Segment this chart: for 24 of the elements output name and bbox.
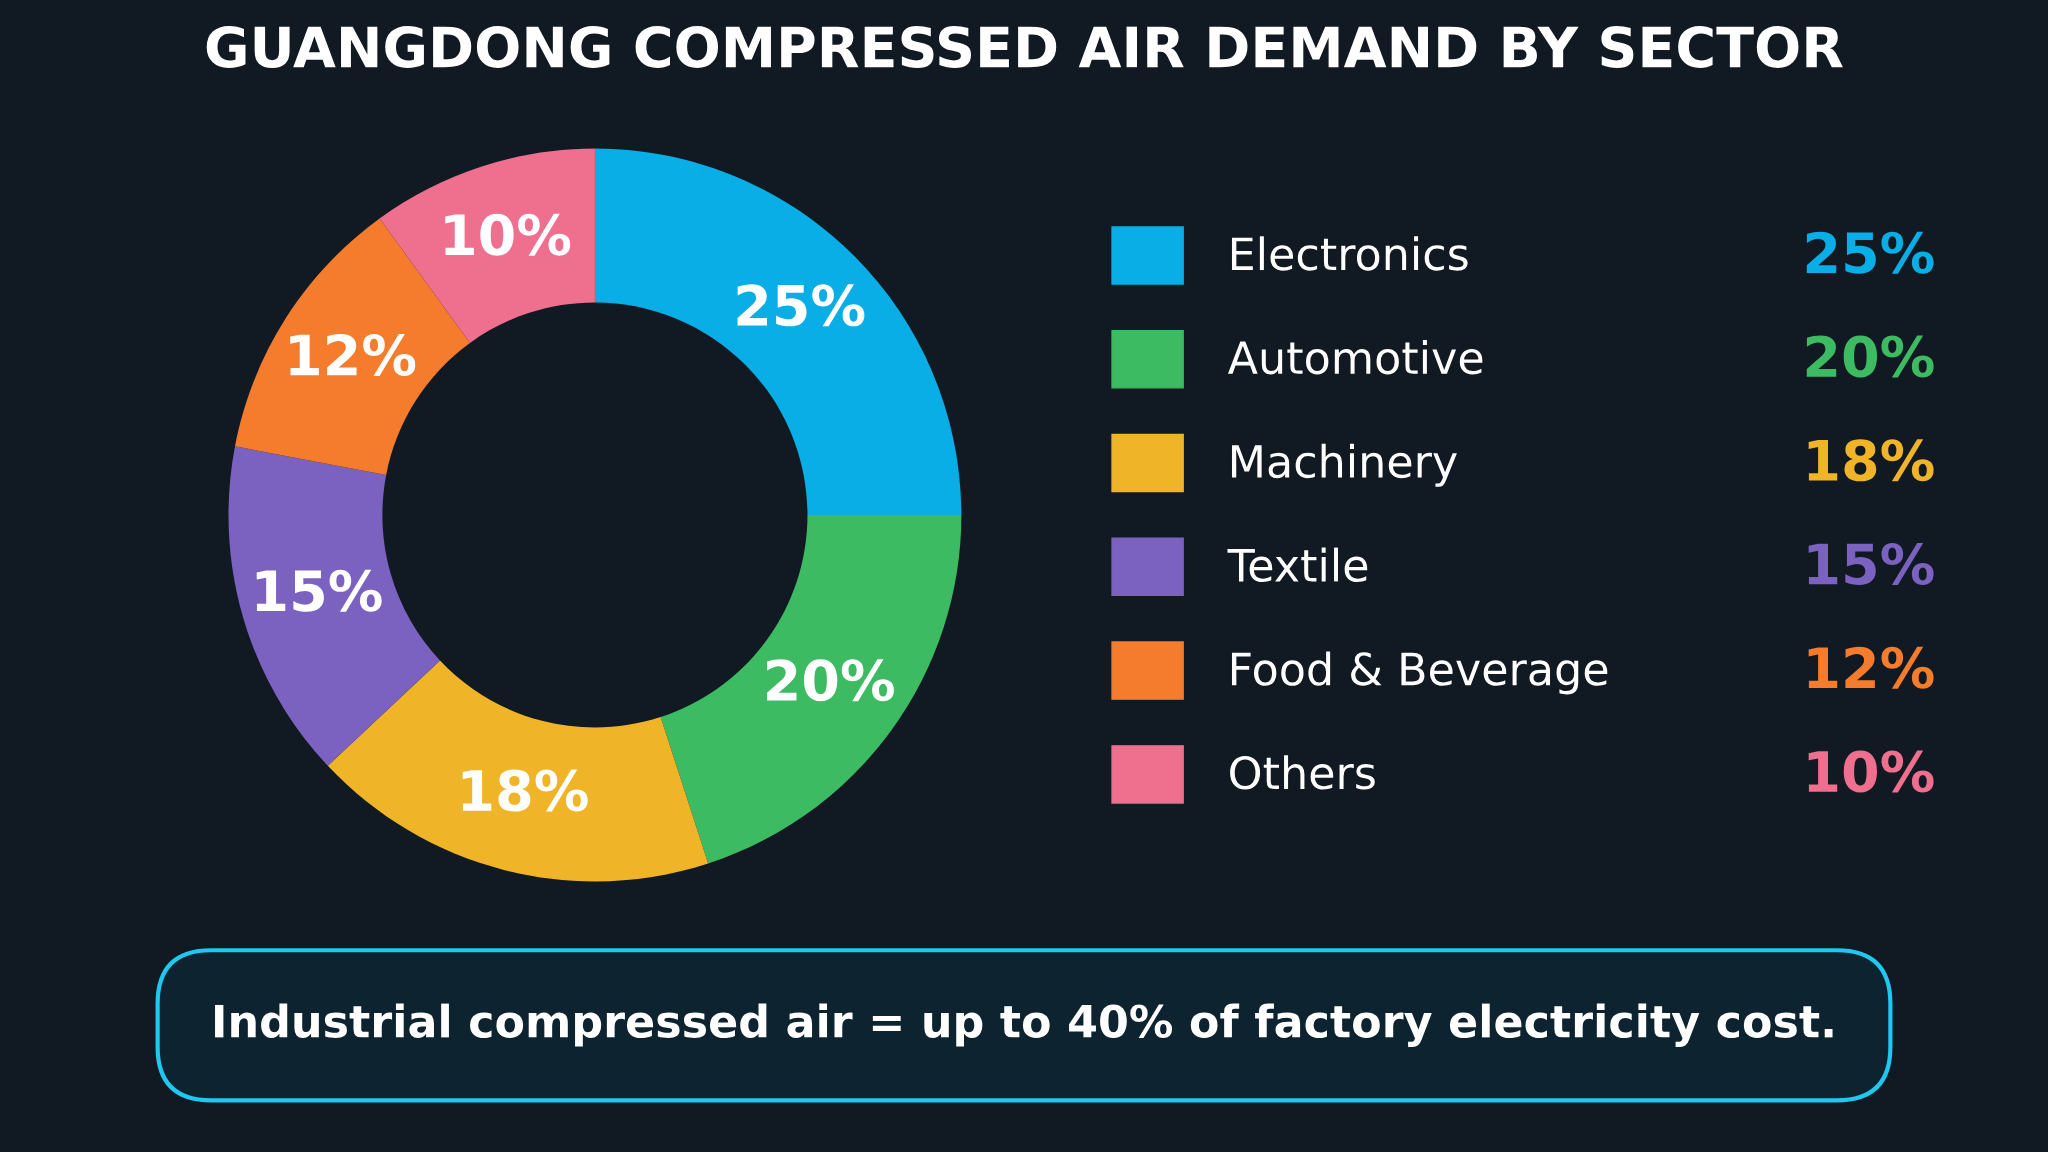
text: 15% [1808,542,1934,586]
data-label: 10% [445,213,571,256]
legend-label: Automotive [1227,340,1483,375]
chart-title: GUANGDONG COMPRESSED AIR DEMAND BY SECTOR [206,25,1843,68]
text: 25% [1806,231,1934,274]
donut-slice [327,660,709,882]
legend-label: Electronics [1231,236,1468,271]
text: 20% [1806,335,1934,378]
text: 18% [1808,439,1934,482]
legend-label: Food & Beverage [1231,651,1608,695]
text: 10% [1808,750,1934,793]
data-label: 18% [462,769,588,812]
data-label: 15% [256,569,382,612]
donut-slice [660,514,962,864]
text: Industrial compressed air = up to 40% of factory electricity cost. [215,1003,1833,1047]
data-label: 25% [737,284,865,327]
donut-slice [594,148,962,515]
text: 12% [1808,646,1934,689]
legend-label: Others [1230,755,1375,790]
legend-label: Textile [1227,547,1368,583]
legend-label: Machinery [1231,443,1457,487]
data-label: 20% [767,659,894,702]
donut-slice [228,446,441,766]
data-label: 12% [290,333,416,376]
